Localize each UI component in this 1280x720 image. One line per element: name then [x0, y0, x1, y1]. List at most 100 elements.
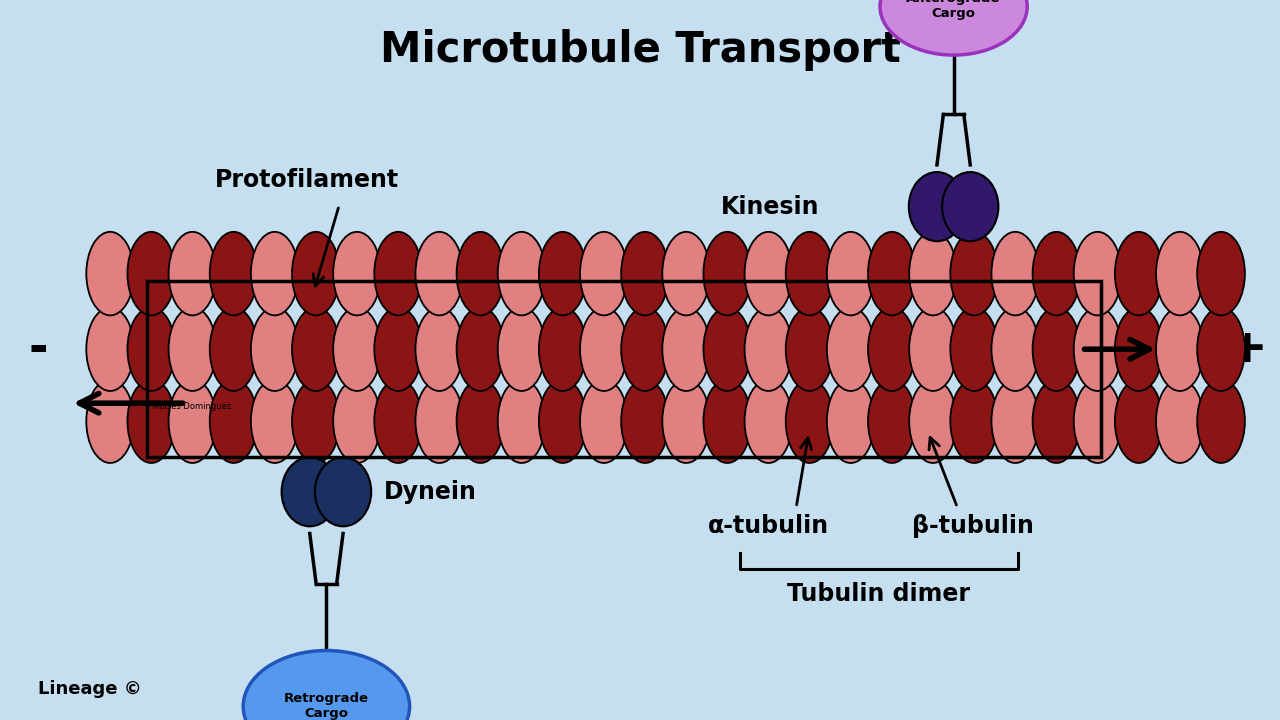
Ellipse shape [621, 307, 669, 391]
Text: Anterograde
Cargo: Anterograde Cargo [906, 0, 1001, 20]
Ellipse shape [827, 307, 874, 391]
Ellipse shape [786, 232, 833, 315]
Ellipse shape [86, 379, 134, 463]
Text: α-tubulin: α-tubulin [708, 513, 828, 538]
Ellipse shape [128, 307, 175, 391]
Text: Dynein: Dynein [384, 480, 477, 504]
Ellipse shape [1074, 232, 1121, 315]
Ellipse shape [128, 379, 175, 463]
Ellipse shape [169, 307, 216, 391]
Ellipse shape [128, 232, 175, 315]
Ellipse shape [580, 232, 627, 315]
Ellipse shape [539, 232, 586, 315]
Ellipse shape [416, 379, 463, 463]
Ellipse shape [498, 307, 545, 391]
Ellipse shape [292, 379, 339, 463]
Ellipse shape [457, 379, 504, 463]
Ellipse shape [827, 379, 874, 463]
Ellipse shape [315, 457, 371, 526]
Ellipse shape [950, 307, 998, 391]
Text: -: - [28, 327, 49, 372]
Ellipse shape [416, 232, 463, 315]
Ellipse shape [662, 307, 710, 391]
Ellipse shape [827, 232, 874, 315]
Bar [147, 281, 1101, 457]
Ellipse shape [374, 379, 422, 463]
Ellipse shape [909, 379, 957, 463]
Ellipse shape [704, 379, 751, 463]
Ellipse shape [251, 232, 298, 315]
Ellipse shape [1033, 307, 1080, 391]
Ellipse shape [786, 379, 833, 463]
Ellipse shape [292, 232, 339, 315]
Ellipse shape [704, 307, 751, 391]
Ellipse shape [1197, 307, 1245, 391]
Ellipse shape [950, 379, 998, 463]
Text: Lineage ©: Lineage © [38, 680, 142, 698]
Ellipse shape [86, 307, 134, 391]
Text: Protofilament: Protofilament [215, 168, 399, 192]
Ellipse shape [498, 379, 545, 463]
Ellipse shape [416, 307, 463, 391]
Ellipse shape [1033, 379, 1080, 463]
Ellipse shape [942, 172, 998, 241]
Ellipse shape [786, 307, 833, 391]
Ellipse shape [1115, 307, 1162, 391]
Ellipse shape [292, 307, 339, 391]
Ellipse shape [374, 307, 422, 391]
Ellipse shape [169, 379, 216, 463]
Ellipse shape [243, 651, 410, 720]
Text: Moises Dominguez: Moises Dominguez [152, 402, 232, 411]
Ellipse shape [704, 232, 751, 315]
Ellipse shape [1074, 379, 1121, 463]
Ellipse shape [539, 307, 586, 391]
Ellipse shape [457, 307, 504, 391]
Ellipse shape [909, 172, 965, 241]
Ellipse shape [282, 457, 338, 526]
Text: Tubulin dimer: Tubulin dimer [787, 582, 970, 606]
Ellipse shape [333, 232, 381, 315]
Ellipse shape [210, 379, 257, 463]
Ellipse shape [662, 379, 710, 463]
Ellipse shape [333, 307, 381, 391]
Text: β-tubulin: β-tubulin [911, 513, 1034, 538]
Ellipse shape [868, 307, 915, 391]
Ellipse shape [580, 379, 627, 463]
Text: Microtubule Transport: Microtubule Transport [380, 29, 900, 71]
Ellipse shape [86, 232, 134, 315]
Ellipse shape [210, 232, 257, 315]
Ellipse shape [498, 232, 545, 315]
Text: Kinesin: Kinesin [721, 194, 819, 219]
Ellipse shape [868, 232, 915, 315]
Ellipse shape [457, 232, 504, 315]
Ellipse shape [1197, 232, 1245, 315]
Ellipse shape [333, 379, 381, 463]
Ellipse shape [1115, 232, 1162, 315]
Ellipse shape [374, 232, 422, 315]
Ellipse shape [745, 307, 792, 391]
Ellipse shape [621, 232, 669, 315]
Ellipse shape [1156, 307, 1203, 391]
Ellipse shape [1074, 307, 1121, 391]
Ellipse shape [950, 232, 998, 315]
Ellipse shape [1156, 232, 1203, 315]
Ellipse shape [251, 379, 298, 463]
Ellipse shape [868, 379, 915, 463]
Ellipse shape [909, 307, 957, 391]
Ellipse shape [580, 307, 627, 391]
Ellipse shape [621, 379, 669, 463]
Ellipse shape [1033, 232, 1080, 315]
Ellipse shape [210, 307, 257, 391]
Text: Retrograde
Cargo: Retrograde Cargo [284, 693, 369, 720]
Ellipse shape [662, 232, 710, 315]
Ellipse shape [909, 232, 957, 315]
Ellipse shape [1115, 379, 1162, 463]
Ellipse shape [169, 232, 216, 315]
Ellipse shape [745, 379, 792, 463]
Ellipse shape [992, 232, 1039, 315]
Ellipse shape [992, 307, 1039, 391]
Text: +: + [1229, 327, 1267, 372]
Ellipse shape [1156, 379, 1203, 463]
Ellipse shape [539, 379, 586, 463]
Ellipse shape [745, 232, 792, 315]
